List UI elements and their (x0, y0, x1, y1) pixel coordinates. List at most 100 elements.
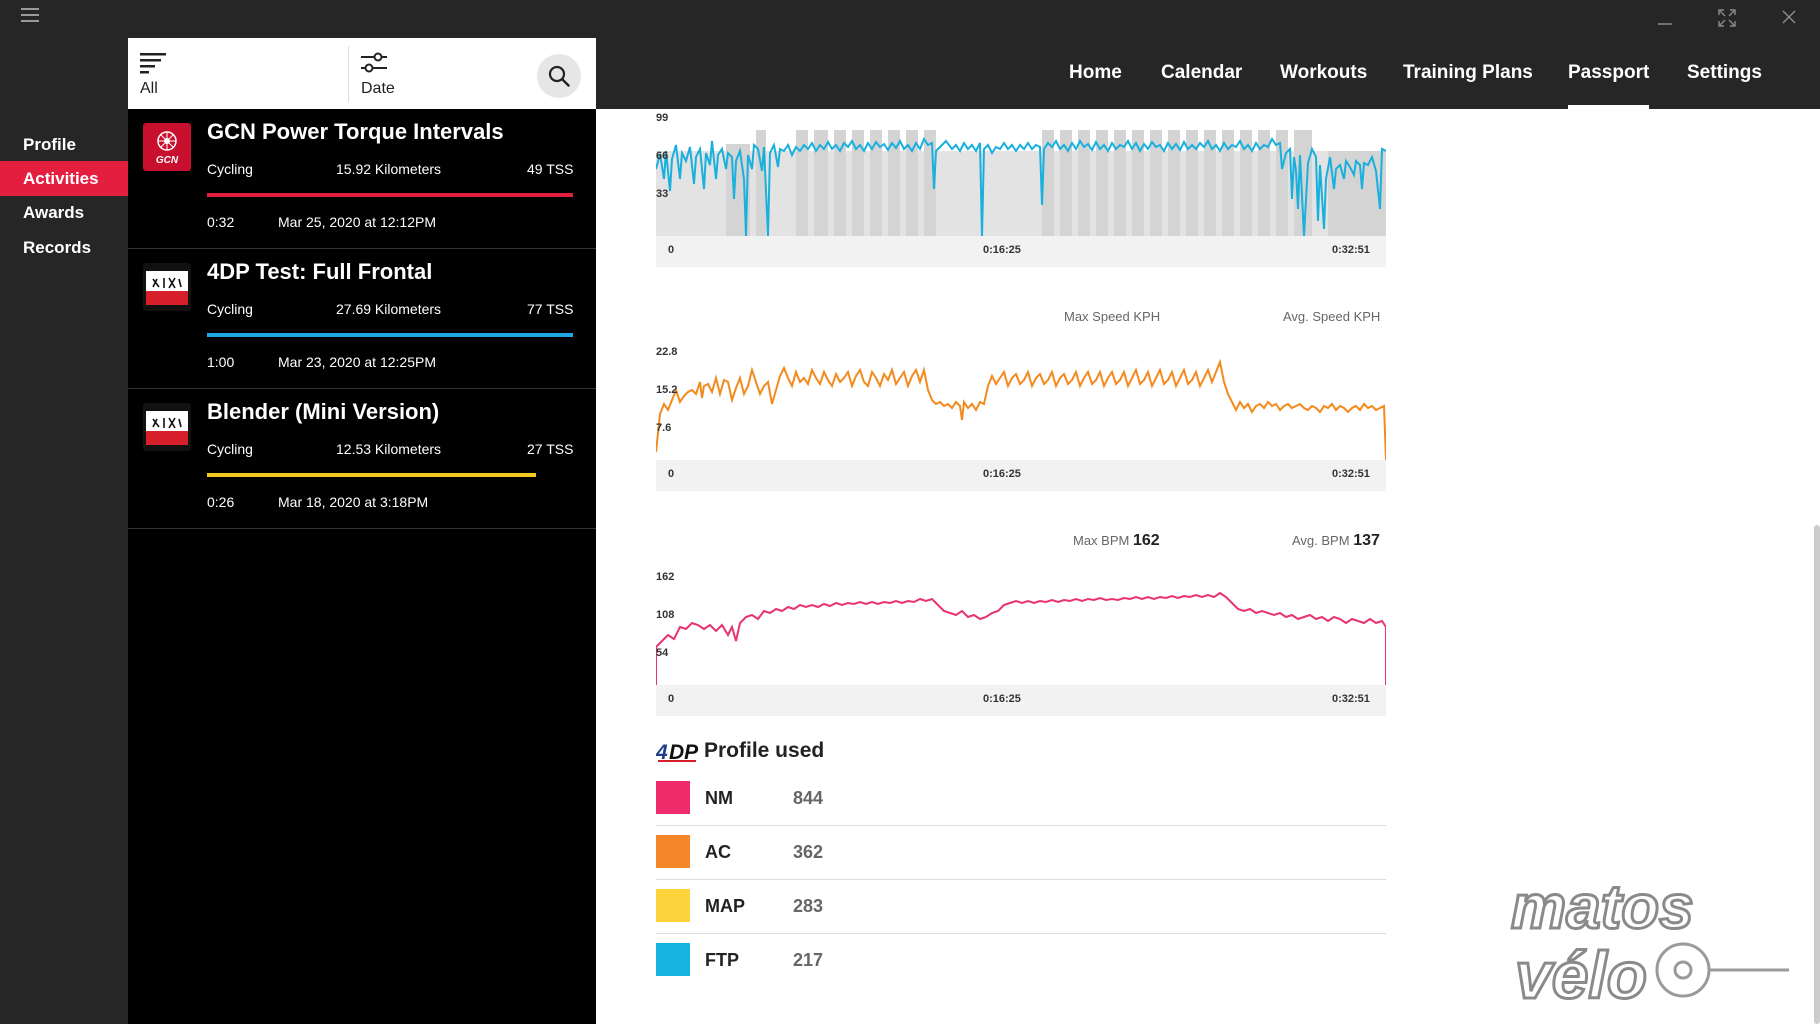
filter-button[interactable]: All (128, 38, 348, 109)
y-tick: 162 (656, 571, 675, 583)
nav-settings[interactable]: Settings (1687, 62, 1762, 83)
x-tick: 0:16:25 (983, 693, 1021, 705)
nav-home[interactable]: Home (1069, 62, 1122, 83)
svg-text:vélo: vélo (1515, 938, 1647, 1010)
nm-color-swatch (656, 781, 690, 814)
svg-text:GCN: GCN (156, 155, 179, 166)
activity-progress-bar (207, 193, 573, 197)
sidebar: Profile Activities Awards Records (0, 38, 128, 1024)
svg-text:matos: matos (1511, 873, 1694, 942)
activity-date: Mar 25, 2020 at 12:12PM (278, 214, 436, 230)
speed-chart: 22.8 15.2 7.6 0 0:16:25 0:32:51 (656, 342, 1386, 491)
activity-distance: 12.53 Kilometers (336, 441, 442, 457)
profile-code: FTP (705, 950, 739, 970)
profile-row-map: MAP 283 (656, 880, 1386, 934)
top-navigation: Home Calendar Workouts Training Plans Pa… (596, 38, 1820, 109)
max-speed-label: Max Speed KPH (1064, 309, 1161, 324)
sort-button[interactable]: Date (349, 38, 529, 109)
activity-title: GCN Power Torque Intervals (207, 119, 504, 144)
y-tick: 99 (656, 112, 669, 124)
sufferfest-logo-icon (143, 403, 191, 451)
matos-velo-watermark: matos vélo (1510, 872, 1789, 1010)
x-tick: 0 (668, 468, 675, 480)
y-tick: 108 (656, 609, 675, 621)
sliders-icon (361, 52, 387, 73)
close-icon[interactable] (1758, 0, 1820, 38)
avg-bpm-stat: Avg. BPM 137 (1292, 532, 1380, 550)
profile-heading: 4 DP Profile used (655, 738, 824, 768)
max-bpm-stat: Max BPM 162 (1073, 532, 1160, 550)
map-color-swatch (656, 889, 690, 922)
search-button[interactable] (537, 54, 581, 98)
sort-label: Date (361, 80, 395, 97)
activity-title: Blender (Mini Version) (207, 399, 440, 424)
nav-training-plans[interactable]: Training Plans (1403, 62, 1533, 83)
profile-value: 217 (793, 950, 824, 970)
activity-item-4dp-test[interactable]: 4DP Test: Full Frontal Cycling 27.69 Kil… (128, 249, 596, 389)
activity-progress-bar (207, 473, 536, 477)
activity-sport: Cycling (207, 161, 253, 177)
content-scrollbar[interactable] (1814, 525, 1820, 1024)
header-divider (348, 46, 349, 102)
cadence-chart-plot (656, 130, 1386, 236)
activity-list-header: All Date (128, 38, 596, 109)
activity-tss: 77 TSS (527, 301, 574, 317)
avg-bpm-label: Avg. BPM (1292, 533, 1350, 548)
ac-color-swatch (656, 835, 690, 868)
max-bpm-value: 162 (1132, 532, 1160, 549)
y-tick: 15.2 (656, 384, 678, 396)
activity-tss: 27 TSS (527, 441, 574, 457)
heart-rate-x-axis: 0 0:16:25 0:32:51 (656, 685, 1386, 716)
activity-title: 4DP Test: Full Frontal (207, 259, 433, 284)
nav-passport[interactable]: Passport (1568, 38, 1650, 109)
sidebar-item-awards[interactable]: Awards (23, 203, 85, 222)
x-tick: 0:32:51 (1332, 244, 1370, 256)
sidebar-item-activities[interactable]: Activities (0, 161, 128, 196)
heart-rate-chart: 162 108 54 0 0:16:25 0:32:51 (656, 567, 1386, 716)
sidebar-item-profile[interactable]: Profile (23, 135, 76, 154)
filter-lines-icon (140, 53, 166, 74)
activity-duration: 1:00 (207, 354, 235, 370)
profile-title: Profile used (704, 739, 825, 762)
y-tick: 54 (656, 647, 669, 659)
x-tick: 0:16:25 (983, 244, 1021, 256)
x-tick: 0 (668, 244, 675, 256)
heart-rate-chart-plot (656, 591, 1386, 685)
filter-label: All (140, 80, 158, 97)
profile-code: MAP (705, 896, 745, 916)
sidebar-item-records[interactable]: Records (23, 238, 92, 257)
profile-code: NM (705, 788, 733, 808)
menu-icon[interactable] (21, 8, 39, 26)
avg-speed-label: Avg. Speed KPH (1283, 309, 1381, 324)
fullscreen-icon[interactable] (1696, 0, 1758, 38)
activity-distance: 27.69 Kilometers (336, 301, 442, 317)
y-tick: 22.8 (656, 346, 678, 358)
profile-value: 362 (793, 842, 824, 862)
x-tick: 0:16:25 (983, 468, 1021, 480)
avg-bpm-value: 137 (1353, 532, 1380, 549)
nav-workouts[interactable]: Workouts (1280, 62, 1368, 83)
profile-row-ac: AC 362 (656, 826, 1386, 880)
profile-row-ftp: FTP 217 (656, 934, 1386, 988)
speed-chart-plot (656, 358, 1386, 460)
y-tick: 7.6 (656, 422, 672, 434)
cadence-chart: 99 66 33 0 0:16:25 0:32:51 (656, 109, 1386, 267)
profile-value: 283 (793, 896, 824, 916)
sufferfest-logo-icon (143, 263, 191, 311)
nav-calendar[interactable]: Calendar (1161, 62, 1243, 83)
profile-code: AC (705, 842, 731, 862)
gcn-logo-icon: GCN (143, 123, 191, 171)
activity-duration: 0:26 (207, 494, 235, 510)
cadence-x-axis: 0 0:16:25 0:32:51 (656, 236, 1386, 267)
x-tick: 0 (668, 693, 675, 705)
activity-progress-bar (207, 333, 573, 337)
activity-detail-panel: 99 66 33 0 0:16:25 0:32:51 Max Speed KPH… (596, 109, 1820, 1024)
activity-item-blender[interactable]: Blender (Mini Version) Cycling 12.53 Kil… (128, 389, 596, 529)
svg-text:DP: DP (669, 741, 699, 764)
speed-x-axis: 0 0:16:25 0:32:51 (656, 460, 1386, 491)
activity-item-gcn-power[interactable]: GCN GCN Power Torque Intervals Cycling 1… (128, 109, 596, 249)
max-bpm-label: Max BPM (1073, 533, 1130, 548)
minimize-icon[interactable] (1634, 0, 1696, 38)
activity-date: Mar 23, 2020 at 12:25PM (278, 354, 436, 370)
activity-sport: Cycling (207, 441, 253, 457)
